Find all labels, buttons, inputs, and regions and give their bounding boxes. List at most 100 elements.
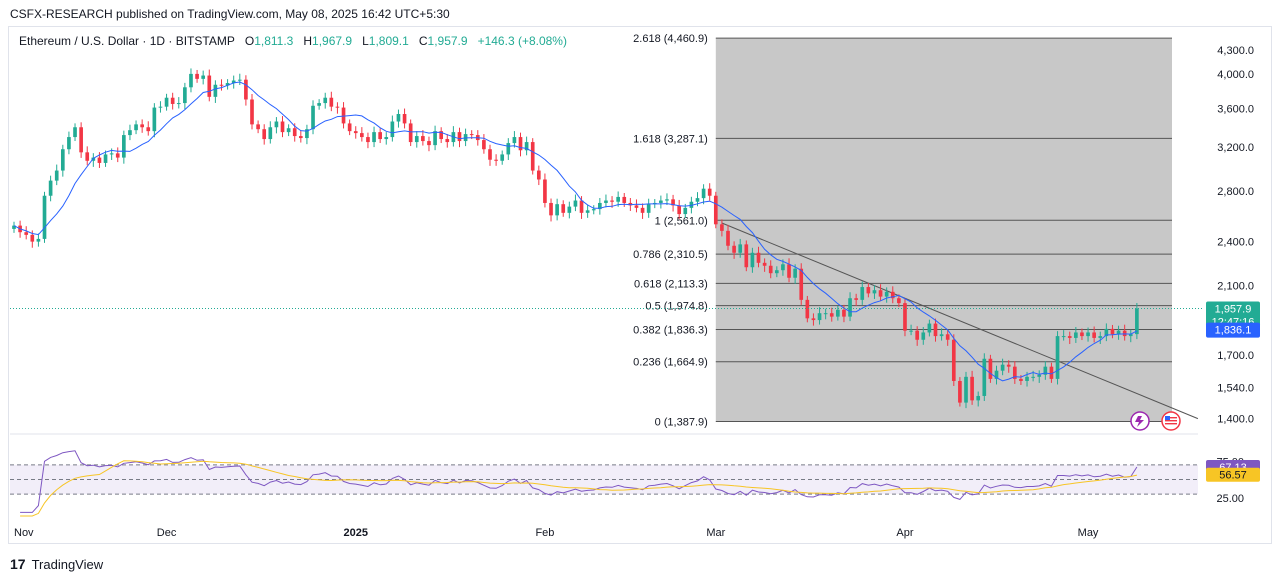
candle-up <box>164 97 169 107</box>
candle-up <box>1104 328 1109 337</box>
ma-badge-text: 1,836.1 <box>1215 325 1252 337</box>
candle-down <box>335 106 340 108</box>
candle-up <box>500 154 505 161</box>
fib-level-label: 0.236 (1,664.9) <box>633 357 708 369</box>
candle-down <box>30 234 35 242</box>
candle-up <box>774 270 779 274</box>
candle-down <box>628 202 633 206</box>
candle-up <box>1061 336 1066 338</box>
candle-up <box>939 334 944 337</box>
candle-up <box>176 103 181 105</box>
y-tick-label: 2,400.0 <box>1217 237 1254 249</box>
candle-down <box>988 358 993 379</box>
candle-up <box>237 79 242 81</box>
candle-up <box>793 268 797 278</box>
candle-down <box>842 309 846 317</box>
tradingview-logo-icon: 17 <box>10 556 26 572</box>
candle-up <box>189 73 193 88</box>
candle-down <box>439 131 444 140</box>
candle-down <box>469 134 474 136</box>
y-tick-label: 3,600.0 <box>1217 103 1254 115</box>
x-tick-label: Feb <box>535 527 554 539</box>
candle-down <box>1006 364 1011 367</box>
candle-down <box>720 224 724 231</box>
candle-up <box>323 97 328 104</box>
candle-down <box>854 298 858 300</box>
candle-up <box>1025 376 1029 381</box>
candle-up <box>73 127 77 138</box>
y-tick-label: 1,700.0 <box>1217 350 1254 362</box>
fib-level-label: 1.618 (3,287.1) <box>633 133 708 145</box>
candle-up <box>659 200 663 203</box>
candle-down <box>634 205 639 208</box>
candle-down <box>622 196 627 203</box>
low-value: 1,809.1 <box>368 34 409 48</box>
change-value: +146.3 (+8.08%) <box>477 34 567 48</box>
x-tick-label: 2025 <box>344 527 368 539</box>
candle-up <box>909 330 913 332</box>
candle-down <box>762 262 767 266</box>
candle-up <box>384 137 389 140</box>
x-tick-label: Nov <box>14 527 34 539</box>
candle-down <box>79 127 83 153</box>
candle-up <box>103 154 108 163</box>
candle-down <box>915 330 920 340</box>
candle-down <box>353 131 358 134</box>
fib-level-label: 0.5 (1,974.8) <box>645 301 707 313</box>
close-value: 1,957.9 <box>427 34 468 48</box>
candle-up <box>616 196 620 202</box>
candle-up <box>1128 334 1133 337</box>
candle-up <box>976 395 981 401</box>
x-tick-label: Dec <box>157 527 177 539</box>
candle-up <box>433 131 437 146</box>
candle-up <box>689 201 694 208</box>
candle-down <box>561 204 566 213</box>
candle-up <box>60 149 65 171</box>
candle-up <box>591 209 596 211</box>
y-tick-label: 1,540.0 <box>1217 382 1254 394</box>
candle-up <box>555 204 559 216</box>
chart-frame <box>8 26 1272 544</box>
publisher-line: CSFX-RESEARCH published on TradingView.c… <box>10 7 450 21</box>
candle-up <box>183 87 187 104</box>
candle-up <box>1043 366 1048 375</box>
candle-up <box>158 106 163 108</box>
candle-up <box>695 198 700 202</box>
candle-up <box>396 114 401 122</box>
candle-down <box>24 232 29 235</box>
candle-down <box>207 75 212 97</box>
candle-down <box>250 99 254 125</box>
candle-down <box>457 132 462 142</box>
candle-up <box>585 210 590 213</box>
candle-down <box>195 73 199 79</box>
candle-up <box>286 128 291 133</box>
ma-badge <box>1206 322 1260 338</box>
rsi-ma-badge-text: 56.57 <box>1219 470 1247 482</box>
candle-down <box>366 137 370 143</box>
candle-up <box>122 135 126 158</box>
candle-down <box>549 202 553 216</box>
candle-up <box>964 376 968 403</box>
candle-down <box>713 195 718 225</box>
candle-up <box>109 153 114 155</box>
y-tick-label: 4,300.0 <box>1217 45 1254 57</box>
candle-up <box>1086 332 1090 337</box>
x-tick-label: Apr <box>896 527 913 539</box>
candle-up <box>311 105 315 130</box>
candle-down <box>329 97 334 107</box>
candle-down <box>1019 378 1023 381</box>
y-tick-label: 4,000.0 <box>1217 69 1254 81</box>
candle-up <box>750 252 755 268</box>
last-price-badge-text: 1,957.9 <box>1215 303 1252 315</box>
candle-up <box>213 84 218 97</box>
candle-up <box>927 323 932 333</box>
flash-icon[interactable] <box>1130 411 1150 431</box>
candle-up <box>42 195 47 239</box>
candle-up <box>683 207 688 215</box>
trendline <box>721 222 1199 420</box>
candle-down <box>732 245 736 253</box>
us-flag-icon[interactable] <box>1161 411 1181 431</box>
footer-brand[interactable]: 17 TradingView <box>10 556 103 572</box>
candle-down <box>579 200 584 213</box>
